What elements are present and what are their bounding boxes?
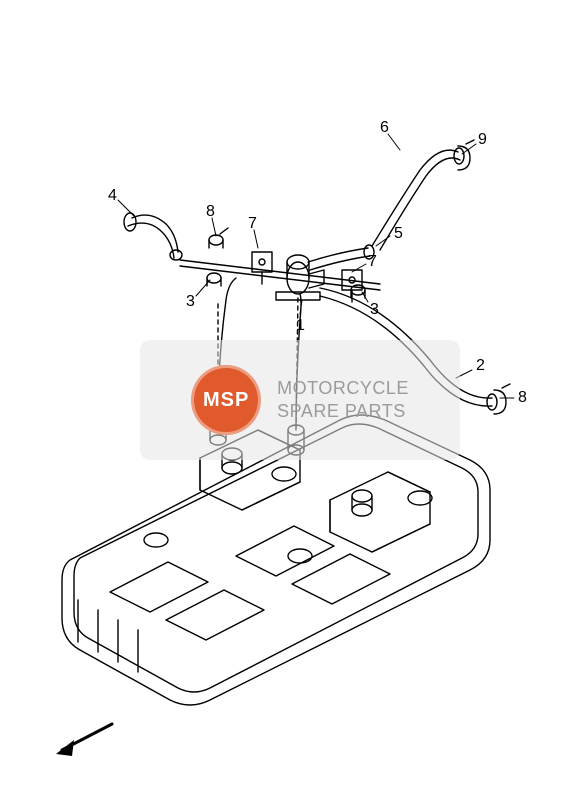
watermark-text: MOTORCYCLE SPARE PARTS [277, 377, 409, 424]
callout-4: 4 [108, 187, 117, 204]
callout-3: 3 [186, 293, 195, 310]
watermark-line2: SPARE PARTS [277, 400, 409, 423]
callout-9: 9 [478, 131, 487, 148]
watermark: MSP MOTORCYCLE SPARE PARTS [140, 340, 460, 460]
callout-7b: 7 [368, 253, 377, 270]
callout-8b: 8 [518, 389, 527, 406]
callout-7: 7 [248, 215, 257, 232]
callout-5: 5 [394, 225, 403, 242]
callout-1: 1 [296, 317, 305, 334]
callout-3b: 3 [370, 301, 379, 318]
watermark-badge: MSP [191, 365, 261, 435]
callout-8: 8 [206, 203, 215, 220]
callout-6: 6 [380, 119, 389, 136]
watermark-line1: MOTORCYCLE [277, 377, 409, 400]
callout-2: 2 [476, 357, 485, 374]
